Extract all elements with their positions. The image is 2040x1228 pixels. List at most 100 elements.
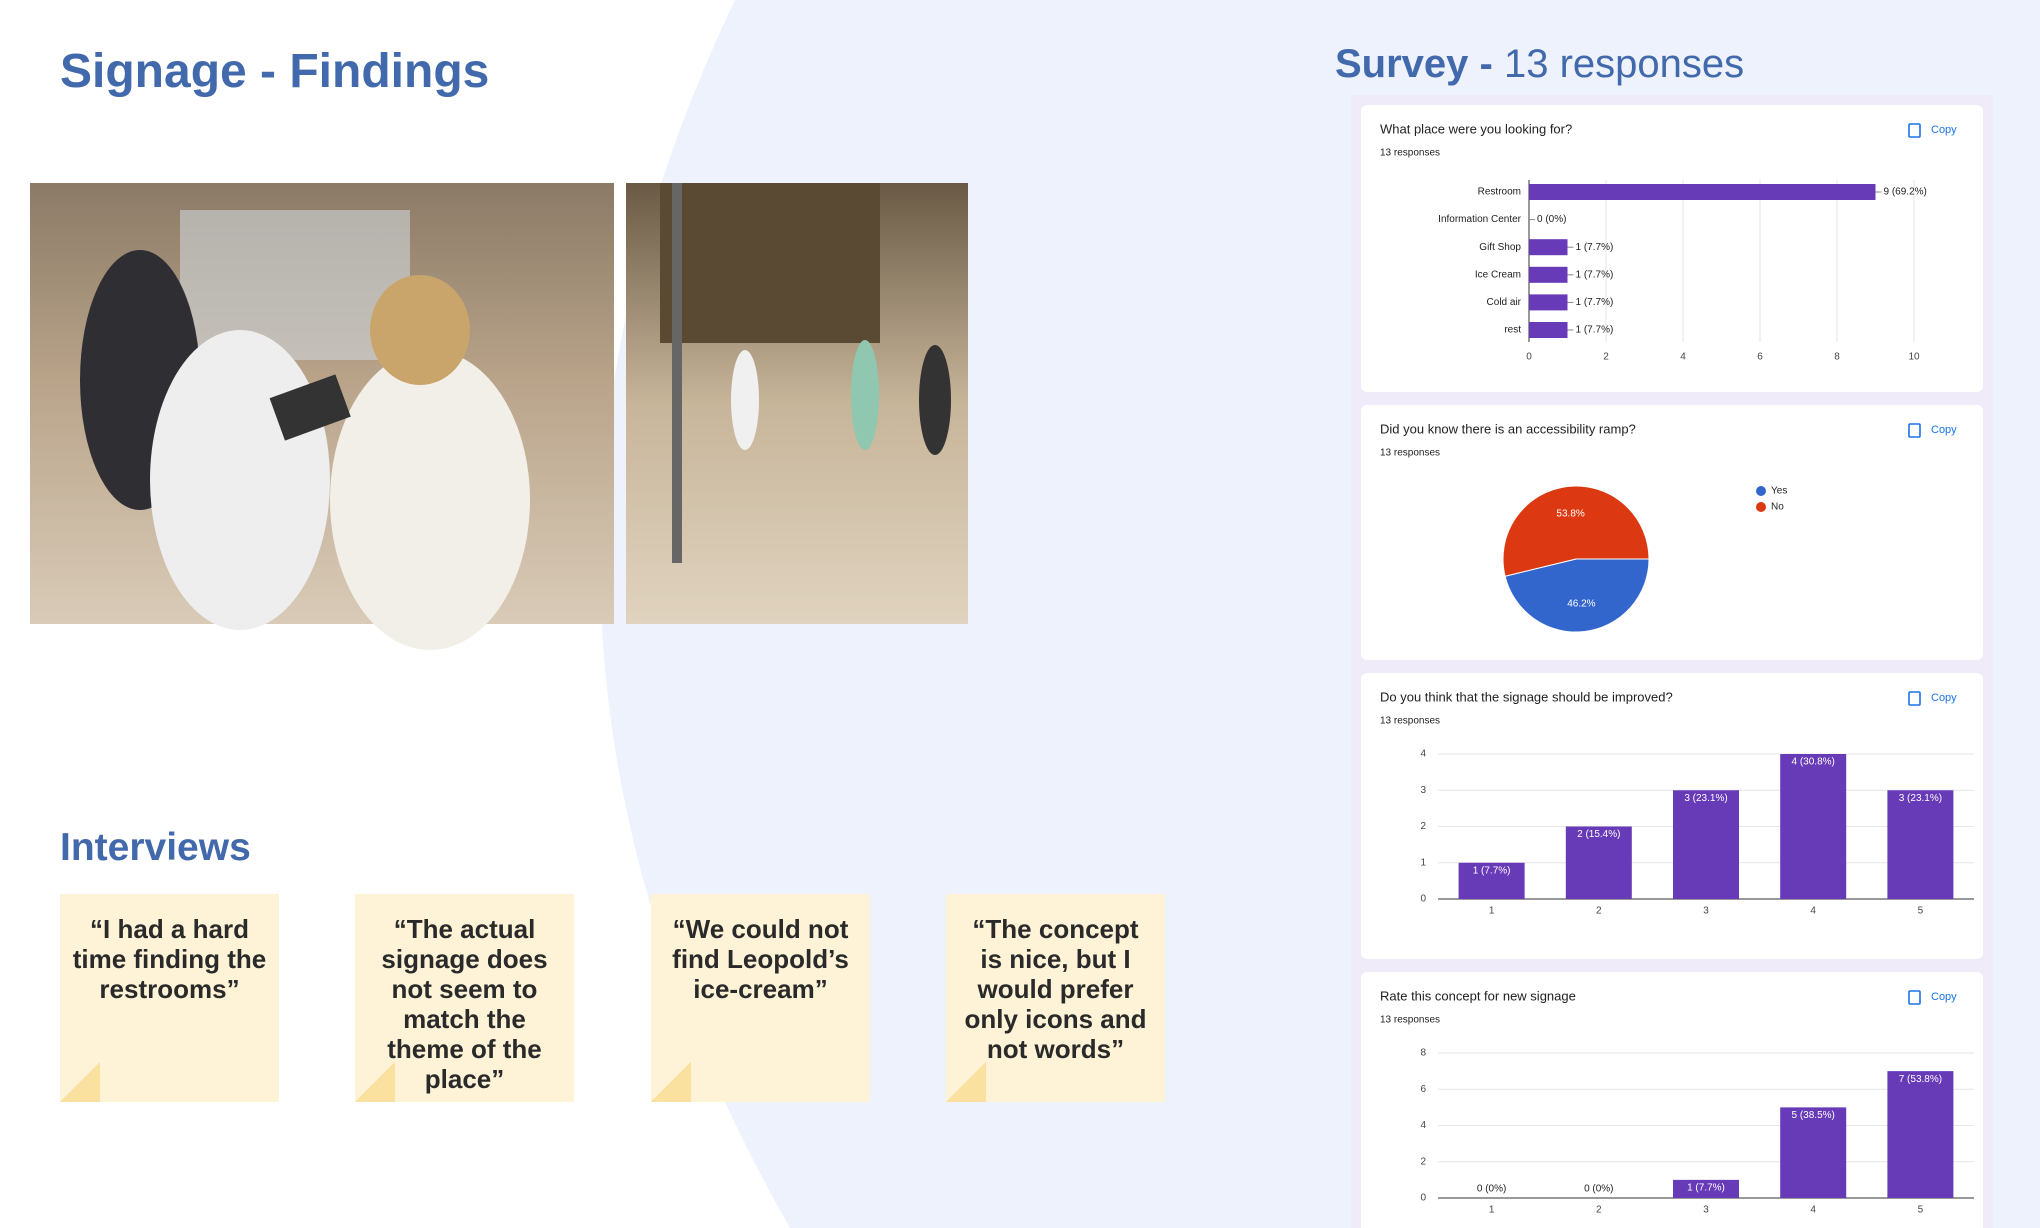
copy-button[interactable]: Copy: [1905, 120, 1957, 138]
value-label: 1 (7.7%): [1576, 242, 1614, 253]
photo: [626, 183, 968, 624]
x-tick-label: 0: [1526, 352, 1532, 363]
survey-title: Survey -: [1335, 42, 1493, 86]
y-tick-label: Gift Shop: [1479, 242, 1521, 253]
x-tick-label: 2: [1596, 906, 1602, 917]
copy-label: Copy: [1931, 424, 1957, 436]
y-tick-label: 1: [1420, 857, 1426, 868]
photo: [30, 183, 614, 650]
legend-label: Yes: [1771, 486, 1787, 497]
response-count: 13 responses: [1380, 1015, 1440, 1026]
response-count: 13 responses: [1380, 716, 1440, 727]
x-tick-label: 5: [1918, 906, 1924, 917]
bar: [1529, 239, 1568, 256]
bar: [1529, 294, 1568, 311]
survey-subtitle: 13 responses: [1503, 42, 1745, 86]
y-tick-label: 2: [1420, 821, 1426, 832]
copy-button[interactable]: Copy: [1905, 688, 1957, 706]
x-tick-label: 4: [1810, 906, 1816, 917]
y-tick-label: 8: [1420, 1048, 1426, 1059]
copy-icon: [1908, 990, 1921, 1005]
x-tick-label: 6: [1757, 352, 1763, 363]
y-tick-label: 0: [1420, 1193, 1426, 1204]
interviews-title: Interviews: [60, 826, 251, 869]
x-tick-label: 4: [1810, 1205, 1816, 1216]
card-background: [1361, 405, 1983, 660]
value-label: 1 (7.7%): [1576, 297, 1614, 308]
y-tick-label: 6: [1420, 1084, 1426, 1095]
survey-card: Did you know there is an accessibility r…: [1361, 405, 1983, 660]
page-title: Signage - Findings: [60, 45, 490, 98]
value-label: 46.2%: [1567, 599, 1595, 610]
value-label: 3 (23.1%): [1899, 793, 1942, 804]
value-label: 5 (38.5%): [1792, 1110, 1835, 1121]
quote-note: “The concept is nice, but I would prefer…: [946, 894, 1165, 1102]
x-tick-label: 8: [1834, 352, 1840, 363]
copy-icon: [1908, 123, 1921, 138]
bar: [1458, 862, 1525, 899]
quote-note: “I had a hard time finding the restrooms…: [60, 894, 279, 1102]
value-label: 3 (23.1%): [1684, 793, 1727, 804]
y-tick-label: 0: [1420, 894, 1426, 905]
bar: [1673, 790, 1739, 899]
legend-swatch: [1756, 486, 1766, 496]
y-tick-label: 4: [1420, 749, 1426, 760]
x-tick-label: 1: [1489, 1205, 1495, 1216]
pie-slice: [1502, 485, 1650, 577]
survey-card: Rate this concept for new signage 13 resp…: [1361, 972, 1983, 1228]
copy-button[interactable]: Copy: [1905, 420, 1957, 438]
value-label: 0 (0%): [1584, 1184, 1613, 1195]
legend-swatch: [1756, 502, 1766, 512]
y-tick-label: Ice Cream: [1475, 269, 1521, 280]
bar: [1780, 1107, 1847, 1198]
value-label: 1 (7.7%): [1576, 269, 1614, 280]
copy-icon: [1908, 423, 1921, 438]
legend-label: No: [1771, 502, 1784, 513]
value-label: 0 (0%): [1537, 214, 1566, 225]
x-tick-label: 4: [1680, 352, 1686, 363]
y-tick-label: 2: [1420, 1156, 1426, 1167]
bar: [1529, 322, 1568, 338]
survey-card: Do you think that the signage should be …: [1361, 673, 1983, 959]
response-count: 13 responses: [1380, 448, 1440, 459]
value-label: 1 (7.7%): [1687, 1183, 1725, 1194]
survey-heading: Survey - 13 responses: [1335, 42, 1744, 87]
x-tick-label: 5: [1918, 1205, 1924, 1216]
bar: [1529, 266, 1568, 283]
card-background: [1361, 105, 1983, 392]
x-tick-label: 3: [1703, 1205, 1709, 1216]
survey-card: What place were you looking for? 13 respo…: [1361, 105, 1983, 392]
x-tick-label: 3: [1703, 906, 1709, 917]
value-label: 2 (15.4%): [1577, 829, 1620, 840]
bar: [1780, 754, 1847, 899]
response-count: 13 responses: [1380, 148, 1440, 159]
question-title: What place were you looking for?: [1380, 121, 1572, 136]
value-label: 1 (7.7%): [1473, 865, 1511, 876]
value-label: 7 (53.8%): [1899, 1074, 1942, 1085]
y-tick-label: Information Center: [1438, 214, 1521, 225]
quote-note: “The actual signage does not seem to mat…: [355, 894, 574, 1102]
copy-label: Copy: [1931, 124, 1957, 136]
copy-label: Copy: [1931, 991, 1957, 1003]
question-title: Do you think that the signage should be …: [1380, 689, 1673, 704]
x-tick-label: 2: [1596, 1205, 1602, 1216]
quote-note: “We could not find Leopold’s ice-cream”: [651, 894, 870, 1102]
x-tick-label: 1: [1489, 906, 1495, 917]
copy-icon: [1908, 691, 1921, 706]
value-label: 1 (7.7%): [1576, 325, 1614, 336]
pie-slice: [1504, 558, 1650, 633]
copy-button[interactable]: Copy: [1905, 987, 1957, 1005]
value-label: 9 (69.2%): [1884, 187, 1927, 198]
bar: [1887, 790, 1954, 899]
bar: [1529, 184, 1876, 200]
question-title: Did you know there is an accessibility r…: [1380, 421, 1636, 436]
bar: [1887, 1071, 1954, 1198]
x-tick-label: 10: [1908, 352, 1920, 363]
bar: [1565, 826, 1632, 899]
x-tick-label: 2: [1603, 352, 1609, 363]
y-tick-label: Restroom: [1478, 187, 1521, 198]
value-label: 0 (0%): [1477, 1184, 1506, 1195]
copy-label: Copy: [1931, 692, 1957, 704]
value-label: 53.8%: [1556, 509, 1584, 520]
